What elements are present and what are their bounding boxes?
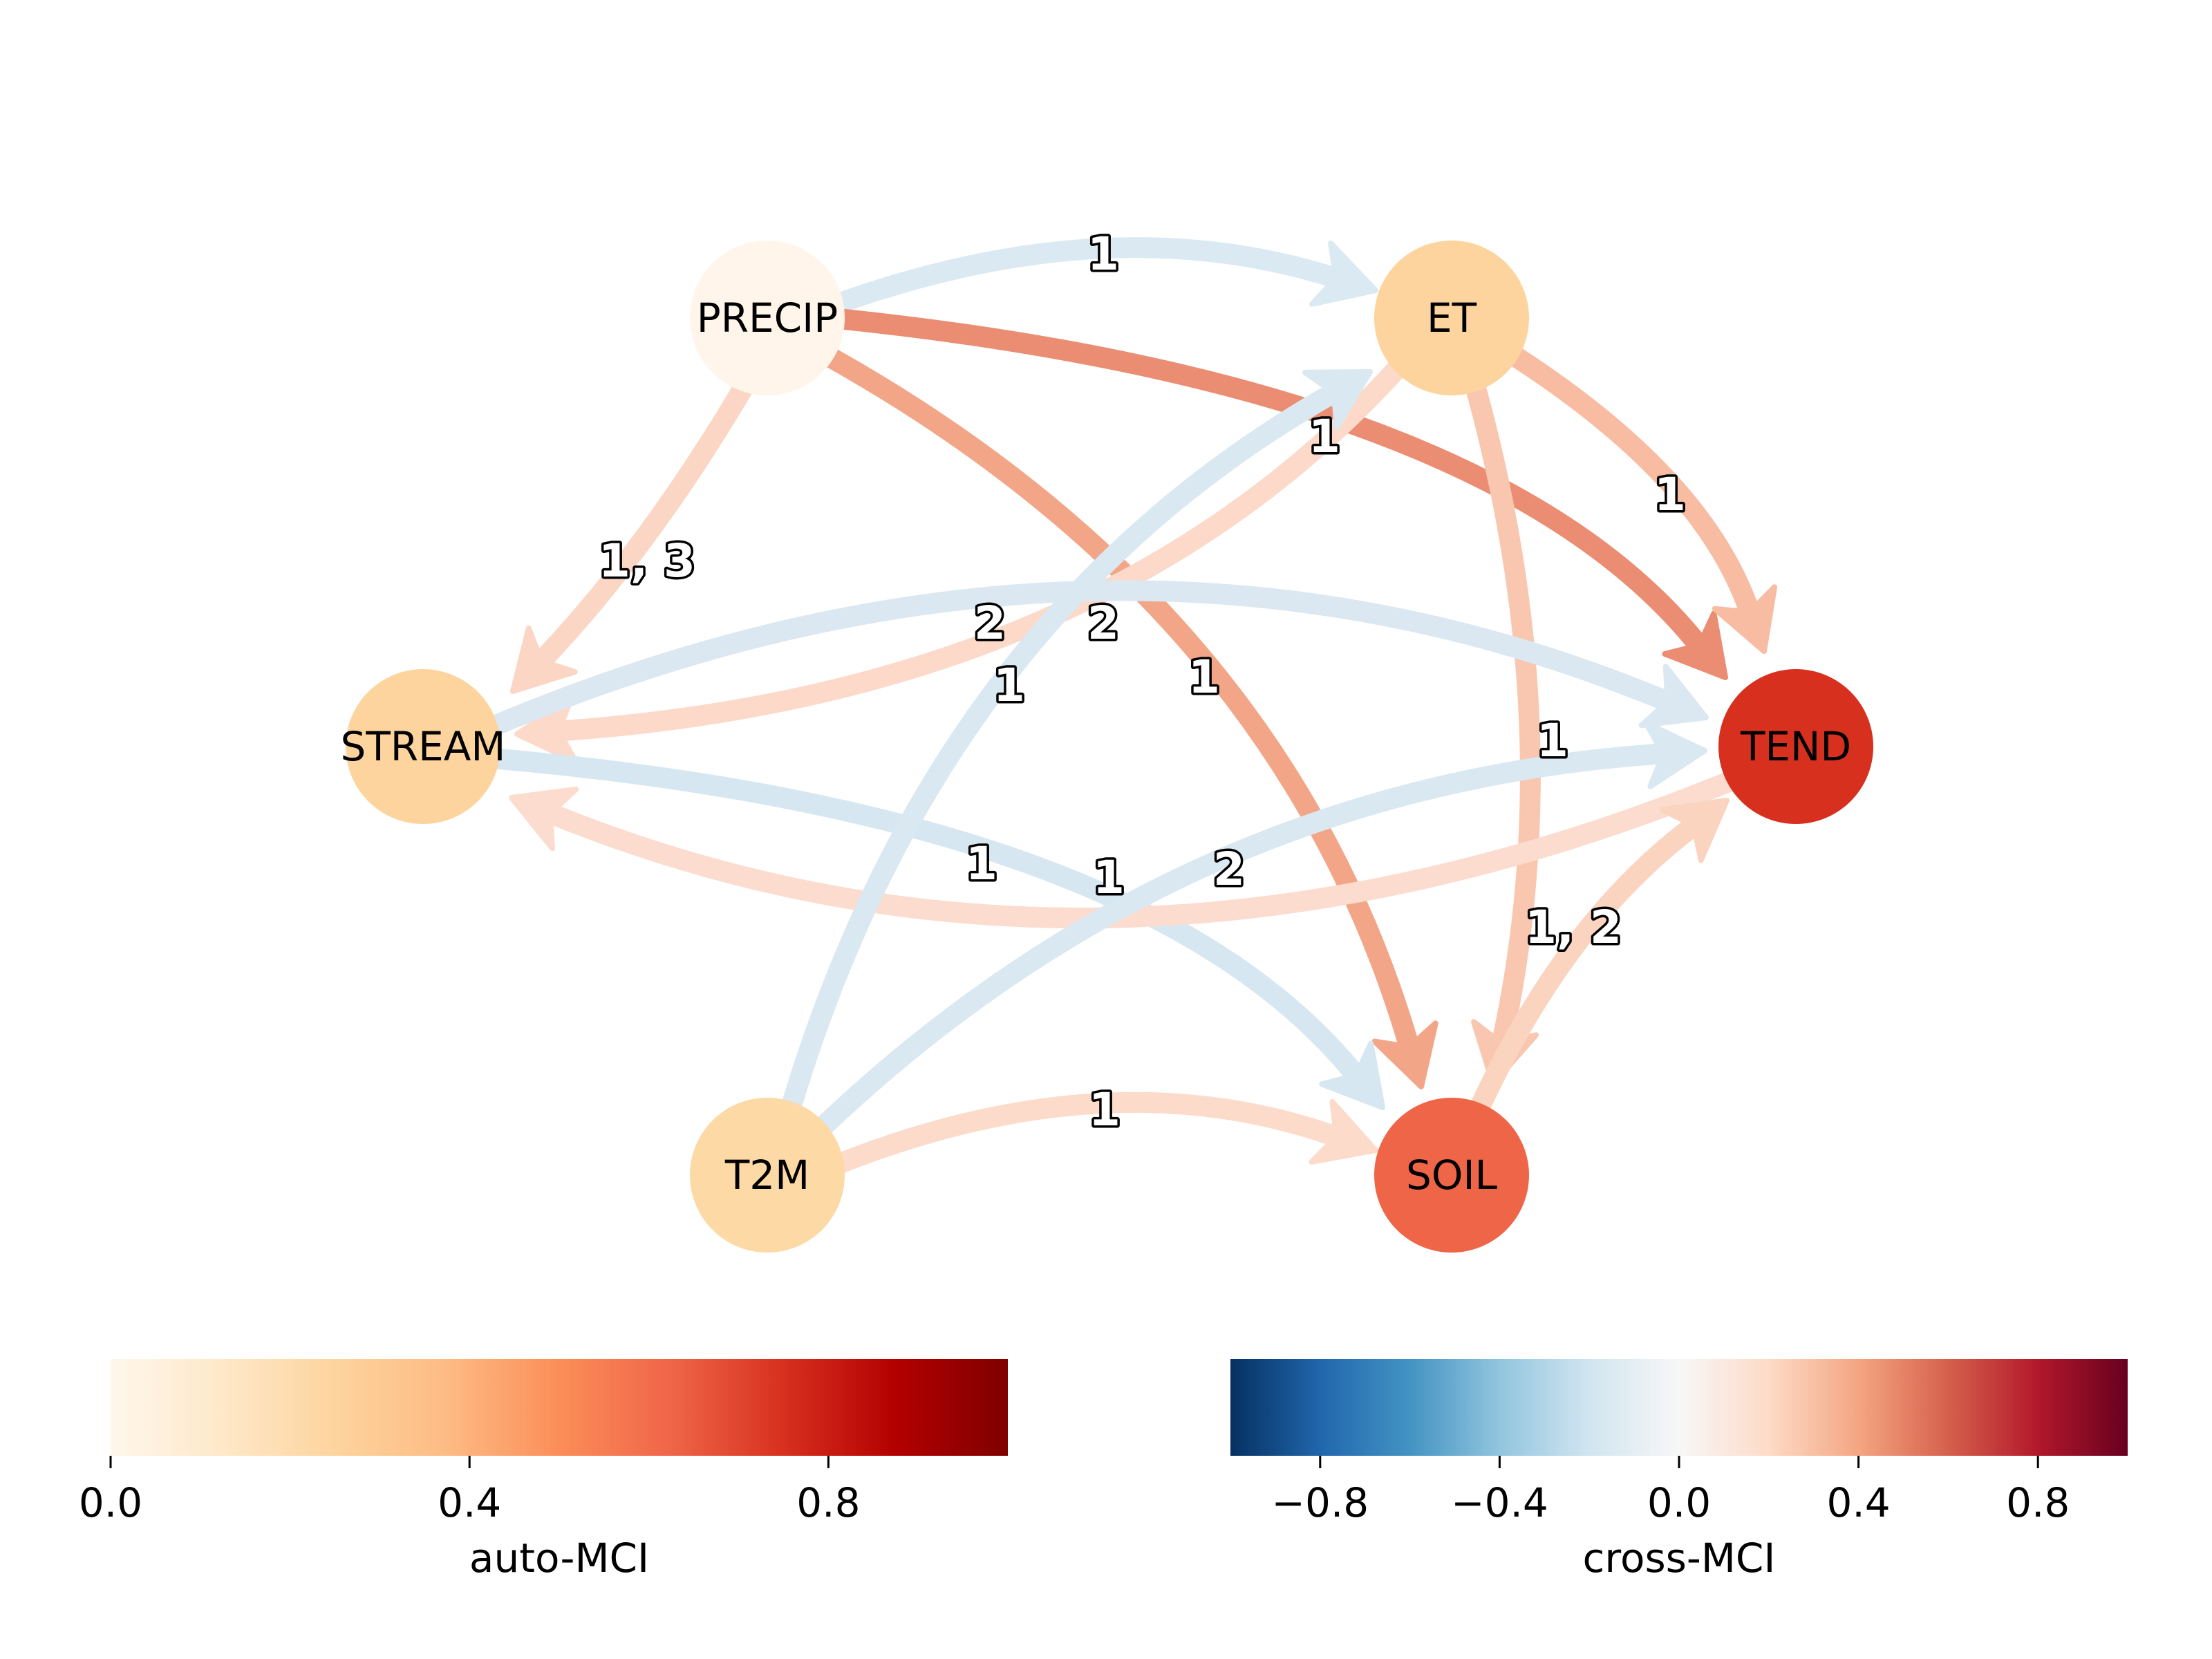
node-circle (1374, 1098, 1529, 1253)
edge-arrowhead (509, 786, 579, 852)
edge-label-stream-to-soil: 1 (966, 837, 997, 890)
node-label: STREAM (341, 723, 506, 770)
node-label: TEND (1740, 723, 1851, 770)
node-circle (690, 1098, 845, 1253)
node-label: ET (1427, 294, 1477, 341)
edge-line (489, 749, 1362, 1081)
edge-line (834, 309, 1705, 651)
edge-labels-layer: 1 1 1 1, 3 1 1 2 2 1 1 1 2 1 1, 2 (597, 225, 1689, 1139)
node-stream: STREAM (341, 669, 506, 824)
edge-label-soil-to-tend: 1, 2 (1525, 901, 1622, 954)
node-tend: TEND (1718, 669, 1873, 824)
edge-label-precip-to-et: 1 (1087, 227, 1119, 281)
colorbar-tick-label: −0.4 (1451, 1479, 1548, 1526)
colorbar-tick-label: 0.4 (438, 1479, 501, 1526)
edge-label-precip-to-soil: 1 (1188, 650, 1220, 704)
edge-label-t2m-to-et: 1 (993, 659, 1025, 712)
edge-precip-to-et (826, 237, 1378, 315)
node-soil: SOIL (1374, 1098, 1529, 1253)
edge-stream-to-soil (489, 749, 1385, 1110)
colorbar-auto-ticks: 0.0 0.4 0.8 (79, 1456, 861, 1526)
node-label: T2M (724, 1152, 809, 1199)
node-label: SOIL (1406, 1152, 1497, 1199)
edge-line (818, 346, 1418, 1051)
edge-et-to-tend (1508, 348, 1778, 654)
node-t2m: T2M (690, 1098, 845, 1253)
colorbar-tick-label: 0.0 (79, 1479, 142, 1526)
edge-precip-to-soil (818, 346, 1438, 1089)
node-precip: PRECIP (690, 241, 845, 395)
colorbar-tick-label: 0.8 (796, 1479, 860, 1526)
edge-arrowhead (1302, 369, 1373, 431)
edge-precip-to-tend (834, 309, 1728, 680)
edge-label-tend-to-stream: 1 (1093, 851, 1125, 904)
edge-line (826, 1091, 1341, 1175)
edge-arrowhead (510, 625, 578, 694)
colorbar-auto-mci: 0.0 0.4 0.8 auto-MCI (79, 1359, 1008, 1582)
edge-line (1466, 819, 1699, 1125)
colorbar-tick-label: 0.8 (2006, 1479, 2070, 1526)
colorbar-cross-mci: −0.8 −0.4 0.0 0.4 0.8 cross-MCI (1230, 1359, 2128, 1582)
edges-layer (487, 237, 1778, 1175)
edge-arrowhead (1662, 610, 1728, 680)
node-label: PRECIP (697, 294, 838, 341)
node-circle (346, 669, 500, 824)
edge-line (1508, 348, 1759, 617)
colorbar-tick-label: −0.8 (1271, 1479, 1369, 1526)
colorbar-auto-gradient (111, 1359, 1008, 1456)
edge-arrowhead (1371, 1020, 1438, 1089)
edge-label-precip-to-tend: 1 (1309, 410, 1340, 463)
edge-label-et-to-tend: 1 (1654, 468, 1686, 521)
edge-line (826, 237, 1340, 315)
edge-line (535, 377, 754, 667)
edge-precip-to-stream (510, 377, 754, 694)
edge-arrowhead (1309, 240, 1378, 307)
node-circle (690, 241, 845, 395)
edge-line (1465, 375, 1541, 1047)
edge-arrowhead (1638, 664, 1709, 729)
edge-arrowhead (1642, 720, 1707, 789)
edge-label-stream-to-tend: 2 (1087, 597, 1119, 650)
edge-t2m-to-et (778, 369, 1373, 1127)
edge-t2m-to-tend (805, 720, 1707, 1144)
colorbar-cross-ticks: −0.8 −0.4 0.0 0.4 0.8 (1271, 1456, 2070, 1526)
edge-label-et-to-soil: 1 (1537, 714, 1568, 767)
colorbar-cross-gradient (1230, 1359, 2128, 1456)
node-et: ET (1374, 241, 1529, 395)
edge-label-precip-to-stream: 1, 3 (599, 534, 695, 588)
edge-arrowhead (1309, 1098, 1378, 1165)
colorbar-tick-label: 0.4 (1826, 1479, 1890, 1526)
edge-t2m-to-soil (826, 1091, 1378, 1175)
edge-label-t2m-to-tend: 2 (1213, 843, 1245, 896)
colorbar-cross-title: cross-MCI (1583, 1535, 1776, 1582)
node-circle (1718, 669, 1873, 824)
edge-arrowhead (1712, 584, 1778, 654)
edge-arrowhead (1319, 1040, 1385, 1110)
edge-line (778, 385, 1339, 1127)
colorbar-tick-label: 0.0 (1647, 1479, 1711, 1526)
edge-soil-to-tend (1466, 798, 1730, 1125)
edge-label-t2m-to-soil: 1 (1089, 1083, 1121, 1136)
colorbar-auto-title: auto-MCI (469, 1535, 649, 1582)
edge-arrowhead (1659, 798, 1730, 863)
edge-label-et-to-stream: 2 (974, 597, 1006, 650)
nodes-layer: PRECIP ET STREAM TEND T2M SOIL (341, 241, 1873, 1253)
node-circle (1374, 241, 1529, 395)
edge-line (805, 743, 1667, 1144)
